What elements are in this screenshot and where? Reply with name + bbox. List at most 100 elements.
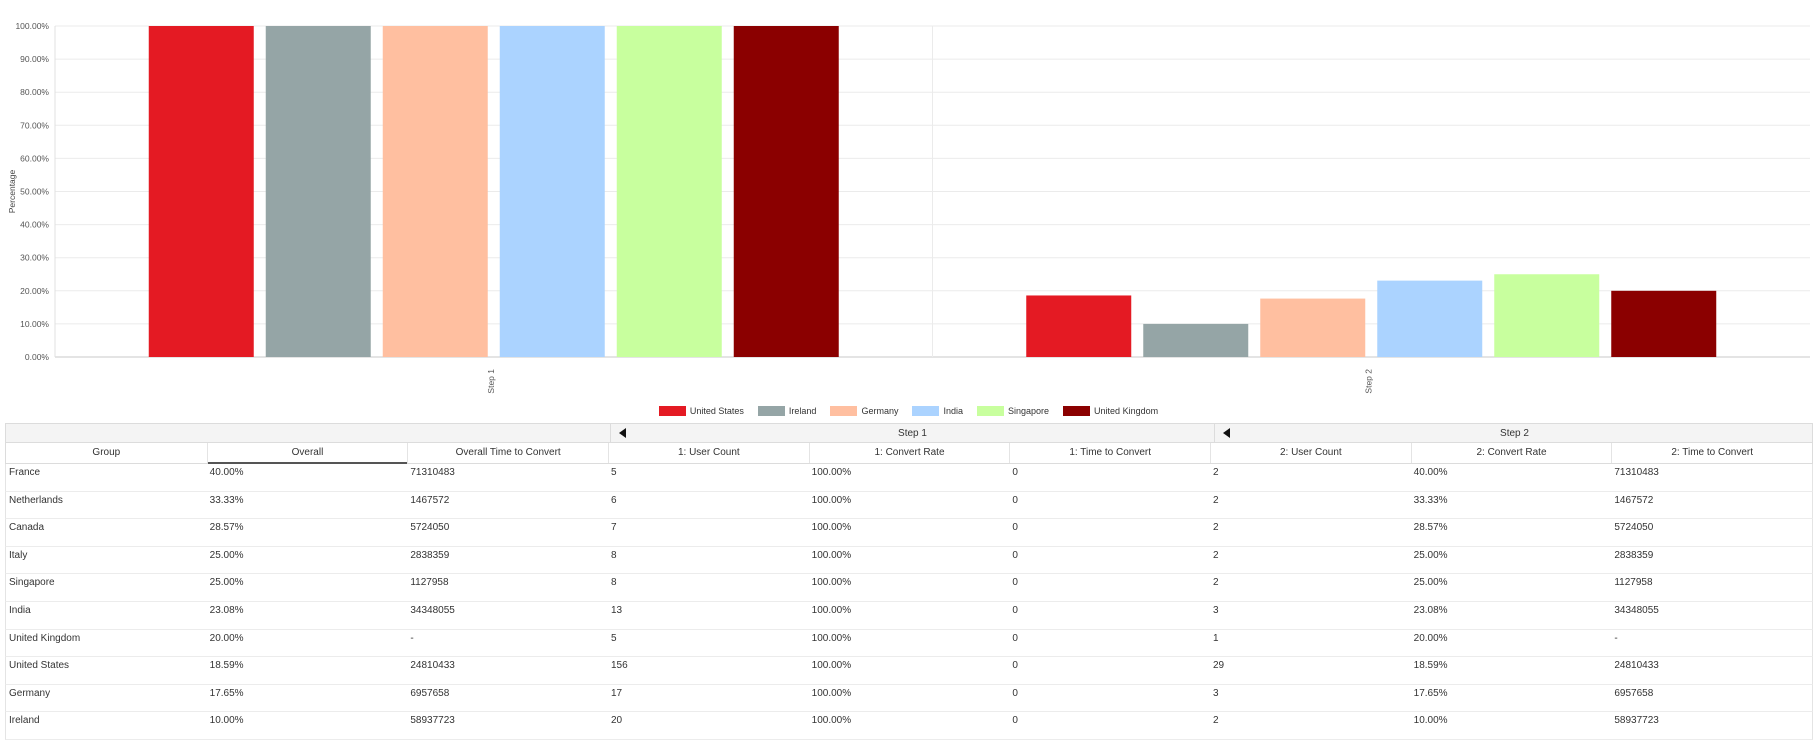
legend-item[interactable]: Germany [830, 406, 898, 416]
table-cell: 0 [1012, 715, 1018, 727]
table-cell: 156 [611, 660, 628, 672]
column-header[interactable]: 2: User Count [1210, 443, 1411, 463]
column-header[interactable]: Group [92, 447, 121, 458]
table-cell: 25.00% [1413, 577, 1448, 589]
table-cell: 2838359 [410, 549, 450, 561]
legend-swatch [1063, 406, 1091, 416]
y-tick-label: 80.00% [20, 87, 49, 97]
y-tick-label: 50.00% [20, 187, 49, 197]
y-tick-label: 90.00% [20, 54, 49, 64]
table-cell: 18.59% [1413, 660, 1448, 672]
table-row: United States 18.59% 24810433 156 100.00% 0 29… [5, 657, 1813, 685]
table-cell: 23.08% [1413, 604, 1448, 616]
table-cell: 100.00% [811, 715, 852, 727]
legend-item[interactable]: Ireland [757, 406, 817, 416]
table-cell: 100.00% [811, 494, 852, 506]
bar [1260, 298, 1366, 357]
y-tick-label: 70.00% [20, 120, 49, 130]
table-cell: 0 [1012, 549, 1018, 561]
table-cell: 100.00% [811, 604, 852, 616]
table-cell: 100.00% [811, 660, 852, 672]
table-cell: 40.00% [209, 467, 244, 478]
bar [733, 26, 839, 357]
column-header[interactable]: 1: User Count [608, 443, 809, 463]
table-cell: 10.00% [1413, 715, 1448, 727]
table-cell: France [9, 467, 41, 478]
table-cell: 20 [611, 715, 623, 727]
table-cell: 100.00% [811, 632, 852, 644]
legend-label: India [943, 406, 963, 416]
legend-item[interactable]: United States [658, 406, 744, 416]
table-cell: 25.00% [209, 549, 244, 561]
table-row: India 23.08% 34348055 13 100.00% 0 3 23.08% 3434… [5, 601, 1813, 630]
y-tick-label: 20.00% [20, 286, 49, 296]
legend-swatch [977, 406, 1004, 416]
collapse-step-icon[interactable] [1223, 428, 1230, 438]
table-cell: Canada [9, 522, 45, 534]
table-cell: 1127958 [410, 577, 449, 589]
legend-label: United Kingdom [1094, 406, 1159, 416]
table-cell: 2 [1213, 494, 1219, 506]
y-tick-label: 60.00% [20, 153, 49, 163]
table-cell: Italy [9, 549, 28, 561]
table-cell: 0 [1012, 577, 1018, 589]
table-cell: 0 [1012, 660, 1018, 672]
table-cell: 2838359 [1614, 549, 1654, 561]
table-row: Singapore 25.00% 1127958 8 100.00% 0 2 25.00% 11… [5, 574, 1813, 602]
bar [265, 26, 371, 357]
legend-label: Ireland [788, 406, 817, 416]
table-cell: 0 [1012, 604, 1018, 616]
table-cell: 6 [611, 494, 617, 506]
table-cell: Ireland [9, 715, 40, 727]
bar [1143, 323, 1249, 357]
step-group-1: Step 1 [610, 424, 1214, 443]
legend-swatch [912, 406, 940, 416]
bar [382, 26, 488, 357]
column-header[interactable]: Overall Time to Convert [407, 443, 608, 463]
table-cell: - [1614, 632, 1618, 644]
table-cell: 17 [611, 687, 623, 699]
table-cell: Germany [9, 687, 51, 699]
table-cell: 24810433 [1614, 660, 1659, 672]
table-cell: Netherlands [9, 494, 63, 506]
table-cell: 7 [611, 522, 617, 534]
table-cell: 100.00% [811, 549, 852, 561]
legend-item[interactable]: India [912, 406, 963, 416]
column-header[interactable]: 2: Convert Rate [1410, 443, 1612, 463]
table-cell: 6957658 [1614, 687, 1654, 699]
x-tick-label: Step 2 [1363, 369, 1373, 394]
table-cell: 3 [1213, 604, 1219, 616]
legend-label: Germany [861, 406, 899, 416]
table-cell: 8 [611, 577, 617, 589]
column-header[interactable]: 1: Time to Convert [1009, 443, 1210, 463]
table-row: France 40.00% 71310483 5 100.00% 0 2 40.00% 7131… [5, 464, 1813, 492]
table-cell: 13 [611, 604, 623, 616]
table-cell: 6957658 [410, 687, 450, 699]
x-tick-label: Step 1 [486, 369, 496, 394]
legend-swatch [757, 406, 785, 416]
table-cell: 23.08% [209, 604, 244, 616]
table-cell: 8 [611, 549, 617, 561]
column-header[interactable]: 1: Convert Rate [808, 443, 1010, 463]
table-cell: 25.00% [1413, 549, 1448, 561]
table-cell: 0 [1012, 467, 1018, 478]
table-row: Netherlands 33.33% 1467572 6 100.00% 0 2 33.33%… [5, 491, 1813, 520]
table-cell: India [9, 604, 31, 616]
column-header[interactable]: 2: Time to Convert [1611, 443, 1812, 463]
bar [616, 26, 722, 357]
collapse-step-icon[interactable] [619, 428, 626, 438]
table-cell: 5 [611, 467, 617, 478]
table-cell: 2 [1213, 467, 1219, 478]
legend-label: Singapore [1008, 406, 1050, 416]
legend-item[interactable]: United Kingdom [1063, 406, 1158, 416]
step-group-2: Step 2 [1214, 424, 1814, 443]
table-cell: 0 [1012, 632, 1018, 644]
table-row: United Kingdom 20.00% - 5 100.00% 0 1 20.00% - [5, 629, 1813, 658]
table-cell: Singapore [9, 577, 55, 589]
funnel-bar-chart: 0.00% 10.00% 20.00% 30.00% 40.00% 50.00% 60.00… [7, 21, 1810, 394]
legend-item[interactable]: Singapore [977, 406, 1049, 416]
table-cell: 58937723 [1614, 715, 1659, 727]
column-header[interactable]: Overall [206, 443, 408, 464]
step-group-spacer [6, 424, 610, 443]
table-cell: 71310483 [410, 467, 455, 478]
